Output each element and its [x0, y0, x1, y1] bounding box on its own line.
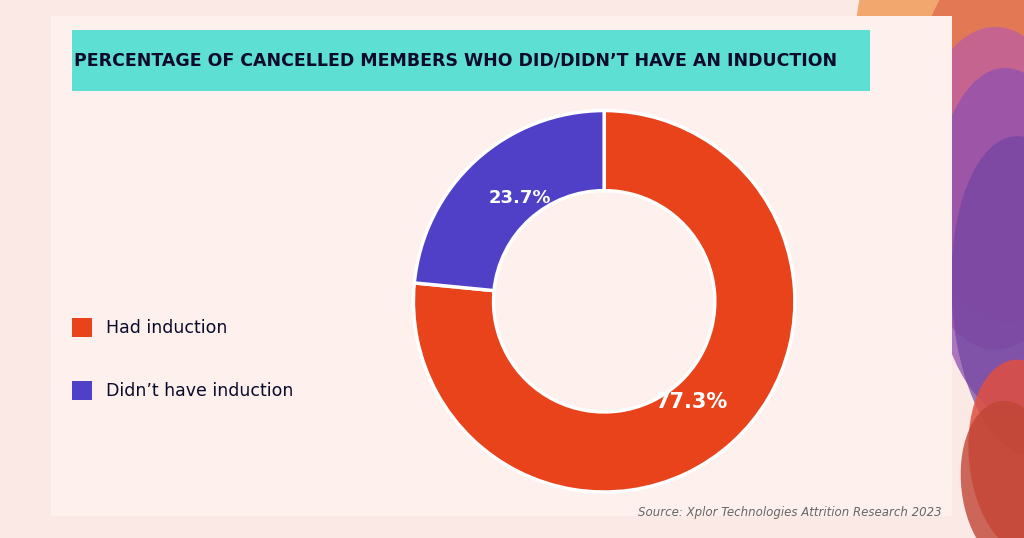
Ellipse shape: [909, 0, 1024, 323]
Text: 77.3%: 77.3%: [655, 392, 728, 412]
Wedge shape: [414, 110, 795, 492]
Bar: [72, 317, 92, 337]
Ellipse shape: [969, 359, 1024, 538]
Wedge shape: [415, 110, 604, 291]
FancyBboxPatch shape: [32, 26, 910, 95]
Ellipse shape: [951, 136, 1024, 456]
Text: PERCENTAGE OF CANCELLED MEMBERS WHO DID/DIDN’T HAVE AN INDUCTION: PERCENTAGE OF CANCELLED MEMBERS WHO DID/…: [74, 52, 837, 69]
Text: Didn’t have induction: Didn’t have induction: [106, 383, 294, 400]
Ellipse shape: [961, 401, 1024, 538]
FancyBboxPatch shape: [33, 6, 971, 527]
Text: Had induction: Had induction: [106, 319, 227, 337]
Text: Source: Xplor Technologies Attrition Research 2023: Source: Xplor Technologies Attrition Res…: [638, 506, 942, 519]
Ellipse shape: [931, 68, 1024, 416]
Text: 23.7%: 23.7%: [488, 189, 551, 207]
Ellipse shape: [854, 0, 1024, 299]
Ellipse shape: [909, 27, 1024, 350]
Bar: [72, 381, 92, 400]
